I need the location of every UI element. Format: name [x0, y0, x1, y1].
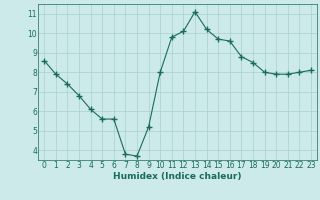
X-axis label: Humidex (Indice chaleur): Humidex (Indice chaleur)	[113, 172, 242, 181]
